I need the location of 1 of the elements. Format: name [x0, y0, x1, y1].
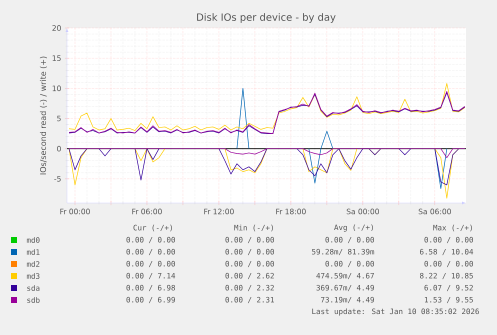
chart-title: Disk IOs per device - by day: [197, 13, 336, 23]
